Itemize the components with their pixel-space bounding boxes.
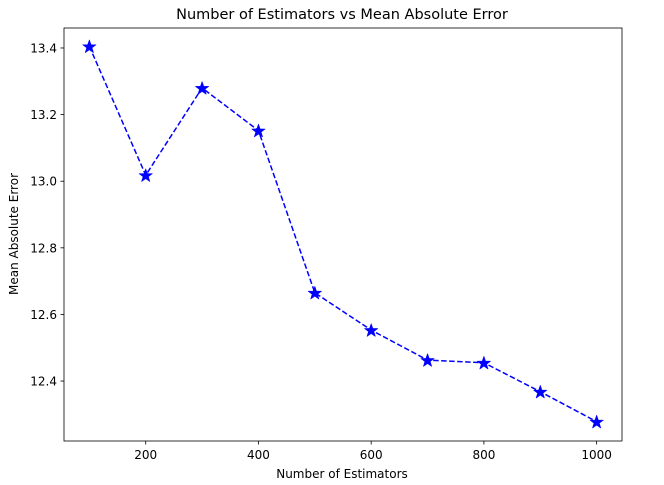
x-tick-label: 200: [134, 448, 157, 462]
plot-area: [82, 39, 604, 429]
x-tick-label: 1000: [581, 448, 612, 462]
data-point-star: [420, 353, 435, 367]
data-point-star: [364, 323, 379, 337]
data-point-star: [589, 414, 604, 429]
y-tick-label: 12.6: [30, 308, 57, 322]
data-point-star: [251, 123, 266, 138]
data-point-star: [307, 286, 322, 300]
x-tick-label: 600: [360, 448, 383, 462]
y-axis: 12.4 12.6 12.8 13.0 13.2 13.4: [30, 41, 64, 389]
y-tick-label: 12.8: [30, 241, 57, 255]
data-point-star: [533, 385, 548, 399]
chart-title: Number of Estimators vs Mean Absolute Er…: [176, 7, 508, 23]
y-tick-label: 12.4: [30, 375, 57, 389]
series-markers: [82, 39, 604, 429]
y-axis-label: Mean Absolute Error: [7, 173, 21, 295]
data-point-star: [195, 81, 210, 95]
series-line: [88, 46, 597, 423]
x-axis-label: Number of Estimators: [276, 467, 408, 481]
plot-frame: [63, 27, 623, 442]
y-tick-label: 13.0: [30, 175, 57, 189]
data-point-star: [138, 168, 153, 182]
x-tick-label: 400: [247, 448, 270, 462]
data-point-star: [82, 39, 97, 53]
x-tick-label: 800: [472, 448, 495, 462]
x-axis: 200 400 600 800 1000: [134, 441, 612, 462]
y-tick-label: 13.2: [30, 108, 57, 122]
data-point-star: [476, 356, 491, 370]
y-tick-label: 13.4: [30, 41, 57, 55]
